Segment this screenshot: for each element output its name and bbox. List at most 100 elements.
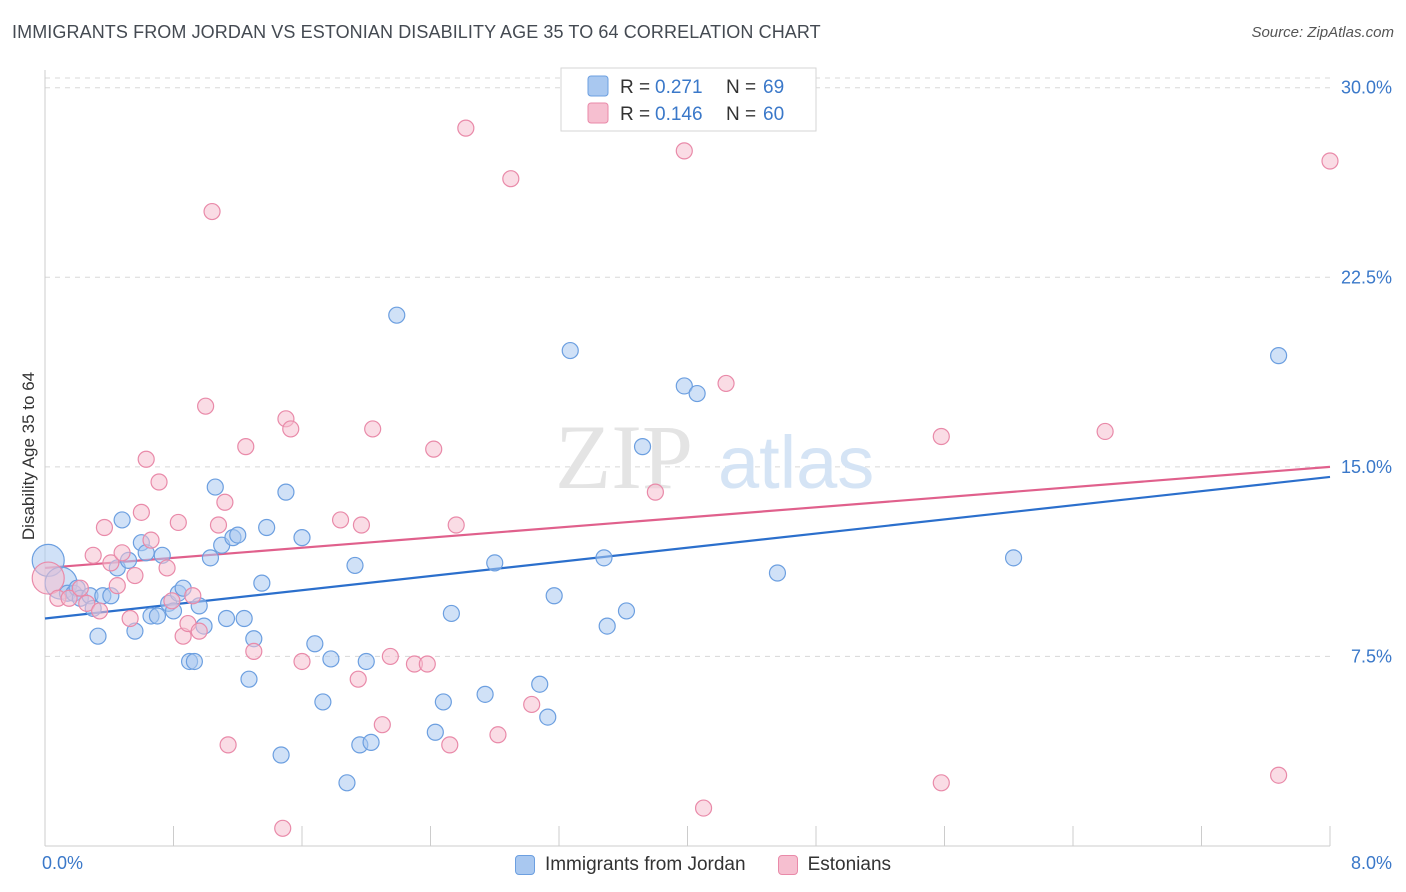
data-point-jordan [357, 652, 375, 671]
data-point-estonians [84, 546, 102, 564]
watermark-atlas: atlas [718, 421, 874, 504]
data-point-jordan [362, 733, 380, 751]
data-point-estonians [349, 670, 367, 688]
data-point-estonians [502, 170, 520, 188]
data-point-jordan [229, 526, 247, 544]
data-point-estonians [932, 427, 950, 446]
data-point-estonians [95, 518, 114, 537]
data-point-estonians [71, 579, 89, 597]
data-point-jordan [1004, 549, 1023, 567]
data-point-estonians [216, 493, 234, 511]
legend-n-label-estonians: N = [726, 104, 756, 125]
data-point-estonians [78, 594, 96, 612]
data-point-jordan [595, 549, 613, 567]
data-point-estonians [91, 602, 109, 620]
data-point-estonians [126, 566, 144, 585]
legend-r-value-estonians: 0.146 [655, 104, 703, 125]
tick-labels: 7.5% 15.0% 22.5% 30.0% 0.0% 8.0% [42, 78, 1392, 873]
data-point-estonians [169, 513, 187, 532]
legend-bottom-swatch-estonians [777, 855, 798, 875]
data-point-jordan [617, 602, 636, 620]
data-point-jordan [314, 693, 332, 711]
watermark-zip: ZIP [555, 406, 693, 508]
legend-bottom-label-jordan: Immigrants from Jordan [544, 854, 746, 875]
data-point-estonians [102, 554, 120, 572]
data-point-estonians [108, 577, 126, 595]
legend-swatch-estonians [587, 102, 609, 124]
data-point-jordan [388, 306, 406, 324]
data-point-estonians [425, 440, 443, 458]
data-point-jordan [476, 685, 494, 703]
data-point-estonians [932, 774, 950, 792]
data-point-jordan [201, 549, 220, 567]
data-point-jordan [531, 675, 549, 693]
data-point-estonians [1096, 422, 1114, 441]
data-point-estonians [282, 420, 300, 438]
data-point-jordan [293, 529, 311, 547]
data-point-jordan [434, 693, 452, 711]
data-point-jordan [185, 652, 203, 671]
data-point-estonians [113, 544, 131, 562]
data-point-jordan [598, 617, 616, 635]
data-point-estonians [447, 516, 465, 534]
data-point-estonians [203, 202, 221, 221]
data-point-jordan [675, 377, 693, 395]
y-tick-label: 7.5% [1351, 646, 1392, 666]
data-point-jordan [545, 587, 563, 605]
data-point-jordan [206, 478, 224, 496]
y-tick-label: 22.5% [1341, 267, 1392, 287]
data-point-estonians [441, 736, 459, 754]
data-point-estonians [163, 592, 181, 610]
data-point-estonians [352, 516, 371, 534]
data-point-estonians [717, 374, 735, 393]
data-point-estonians [158, 559, 176, 577]
data-point-estonians [237, 438, 255, 456]
data-point-jordan [322, 650, 340, 668]
data-point-estonians [331, 511, 350, 529]
data-point-estonians [489, 726, 507, 744]
axes [44, 70, 1331, 847]
data-point-jordan [272, 746, 290, 764]
data-point-estonians [245, 642, 263, 660]
data-point-jordan [346, 556, 364, 575]
data-point-jordan [235, 609, 253, 628]
data-point-jordan [240, 670, 258, 688]
legend-n-value-estonians: 60 [763, 104, 784, 125]
y-axis-label: Disability Age 35 to 64 [19, 372, 38, 540]
data-point-estonians [150, 473, 168, 491]
data-point-estonians [646, 483, 664, 501]
data-point-jordan [442, 604, 460, 623]
data-point-jordan [148, 607, 167, 625]
y-tick-label: 15.0% [1341, 457, 1392, 477]
data-point-estonians [1321, 152, 1339, 170]
data-point-jordan [258, 518, 276, 537]
legend-r-label-estonians: R = [620, 104, 650, 125]
data-point-jordan [768, 564, 787, 582]
trend-lines [44, 465, 1331, 620]
source-label: Source: ZipAtlas.com [1251, 24, 1394, 41]
legend-n-label-jordan: N = [726, 77, 756, 98]
data-point-estonians [219, 736, 237, 754]
chart-title: IMMIGRANTS FROM JORDAN VS ESTONIAN DISAB… [12, 22, 821, 42]
data-points [31, 119, 1339, 837]
data-point-jordan [89, 627, 107, 645]
data-point-estonians [132, 503, 150, 521]
data-point-estonians [293, 652, 311, 671]
legend-bottom-label-estonians: Estonians [807, 854, 892, 875]
grid-lines [45, 77, 1330, 657]
legend-r-value-jordan: 0.271 [655, 77, 703, 98]
data-point-estonians [142, 531, 160, 549]
data-point-estonians [418, 655, 436, 673]
data-point-estonians [364, 420, 382, 438]
data-point-estonians [457, 119, 475, 137]
legend-swatch-jordan [587, 75, 609, 97]
legend-r-label-jordan: R = [620, 77, 650, 98]
trend-line-jordan [44, 475, 1331, 620]
data-point-jordan [338, 774, 356, 792]
data-point-jordan [113, 511, 131, 529]
data-point-estonians [137, 450, 155, 468]
data-point-jordan [539, 708, 557, 726]
legend-top: R = 0.271 N = 69 R = 0.146 N = 60 [560, 67, 817, 132]
legend-bottom: Immigrants from Jordan Estonians [0, 852, 1406, 878]
